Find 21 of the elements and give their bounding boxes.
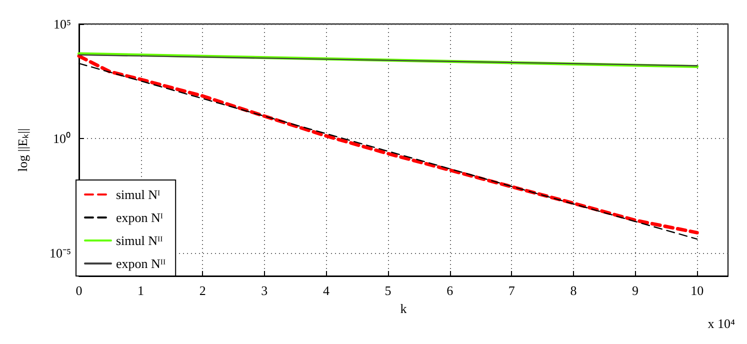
x-tick-label: 0 xyxy=(76,283,82,298)
x-axis-title: k xyxy=(400,300,408,316)
x-tick-label: 2 xyxy=(199,283,206,298)
x-tick-label: 7 xyxy=(508,283,516,298)
x-tick-label: 6 xyxy=(446,283,454,298)
x-tick-label: 1 xyxy=(138,283,144,298)
y-tick-label: 10⁵ xyxy=(53,16,71,32)
x-tick-label: 8 xyxy=(570,283,577,298)
y-tick-label: 10⁰ xyxy=(53,131,71,146)
legend-label: simul Nᴵ xyxy=(116,187,161,202)
legend-label: expon Nᴵ xyxy=(116,210,164,225)
y-tick-label: 10⁻⁵ xyxy=(49,246,71,261)
x-tick-label: 4 xyxy=(322,283,330,298)
x-tick-label: 10 xyxy=(690,283,704,298)
x-tick-label: 3 xyxy=(261,283,268,298)
x-tick-label: 5 xyxy=(384,283,392,298)
y-axis-title: log ||Eₖ|| xyxy=(15,128,30,172)
legend-label: simul Nᴵᴵ xyxy=(116,233,164,248)
x-tick-label: 9 xyxy=(632,283,639,298)
text: x 10⁴ xyxy=(708,316,736,331)
legend-label: expon Nᴵᴵ xyxy=(116,256,166,271)
